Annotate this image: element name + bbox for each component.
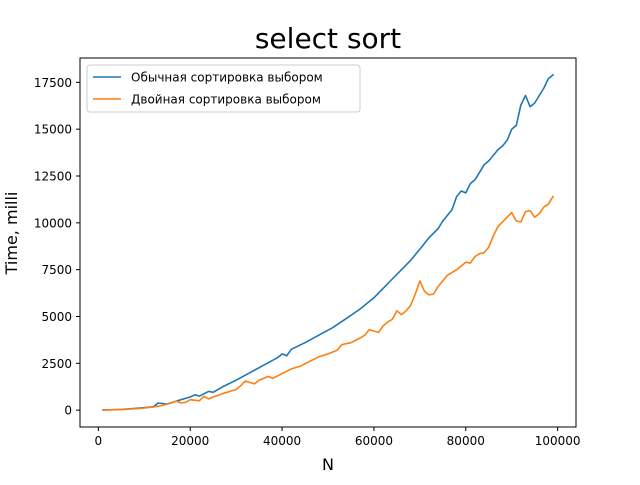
- x-axis-label: N: [322, 455, 334, 474]
- x-axis-ticks: 0 20000 40000 60000 80000 100000: [95, 427, 581, 448]
- x-tick-label: 0: [95, 434, 103, 448]
- y-tick-label: 0: [64, 404, 72, 418]
- legend-box: [86, 64, 361, 113]
- x-tick-label: 80000: [447, 434, 485, 448]
- y-axis-ticks: 0 2500 5000 7500 10000 12500 15000 17500: [34, 76, 80, 418]
- series-line-2: [102, 195, 555, 411]
- y-axis-label: Time, milli: [2, 192, 21, 276]
- y-tick-label: 7500: [41, 263, 72, 277]
- y-tick-label: 17500: [34, 76, 72, 90]
- legend: Обычная сортировка выбором Двойная сортир…: [86, 64, 361, 113]
- y-tick-label: 10000: [34, 216, 72, 230]
- chart-title: select sort: [255, 22, 401, 55]
- y-tick-label: 15000: [34, 123, 72, 137]
- axes-frame: [79, 57, 577, 428]
- series-line-1: [102, 73, 555, 411]
- plot-area: [79, 57, 577, 428]
- x-tick-label: 100000: [535, 434, 581, 448]
- legend-label-2: Двойная сортировка выбором: [131, 93, 321, 107]
- y-tick-label: 12500: [34, 170, 72, 184]
- y-tick-label: 5000: [41, 310, 72, 324]
- x-tick-label: 20000: [171, 434, 209, 448]
- y-tick-label: 2500: [41, 357, 72, 371]
- legend-label-1: Обычная сортировка выбором: [131, 71, 323, 85]
- x-tick-label: 60000: [355, 434, 393, 448]
- x-tick-label: 40000: [263, 434, 301, 448]
